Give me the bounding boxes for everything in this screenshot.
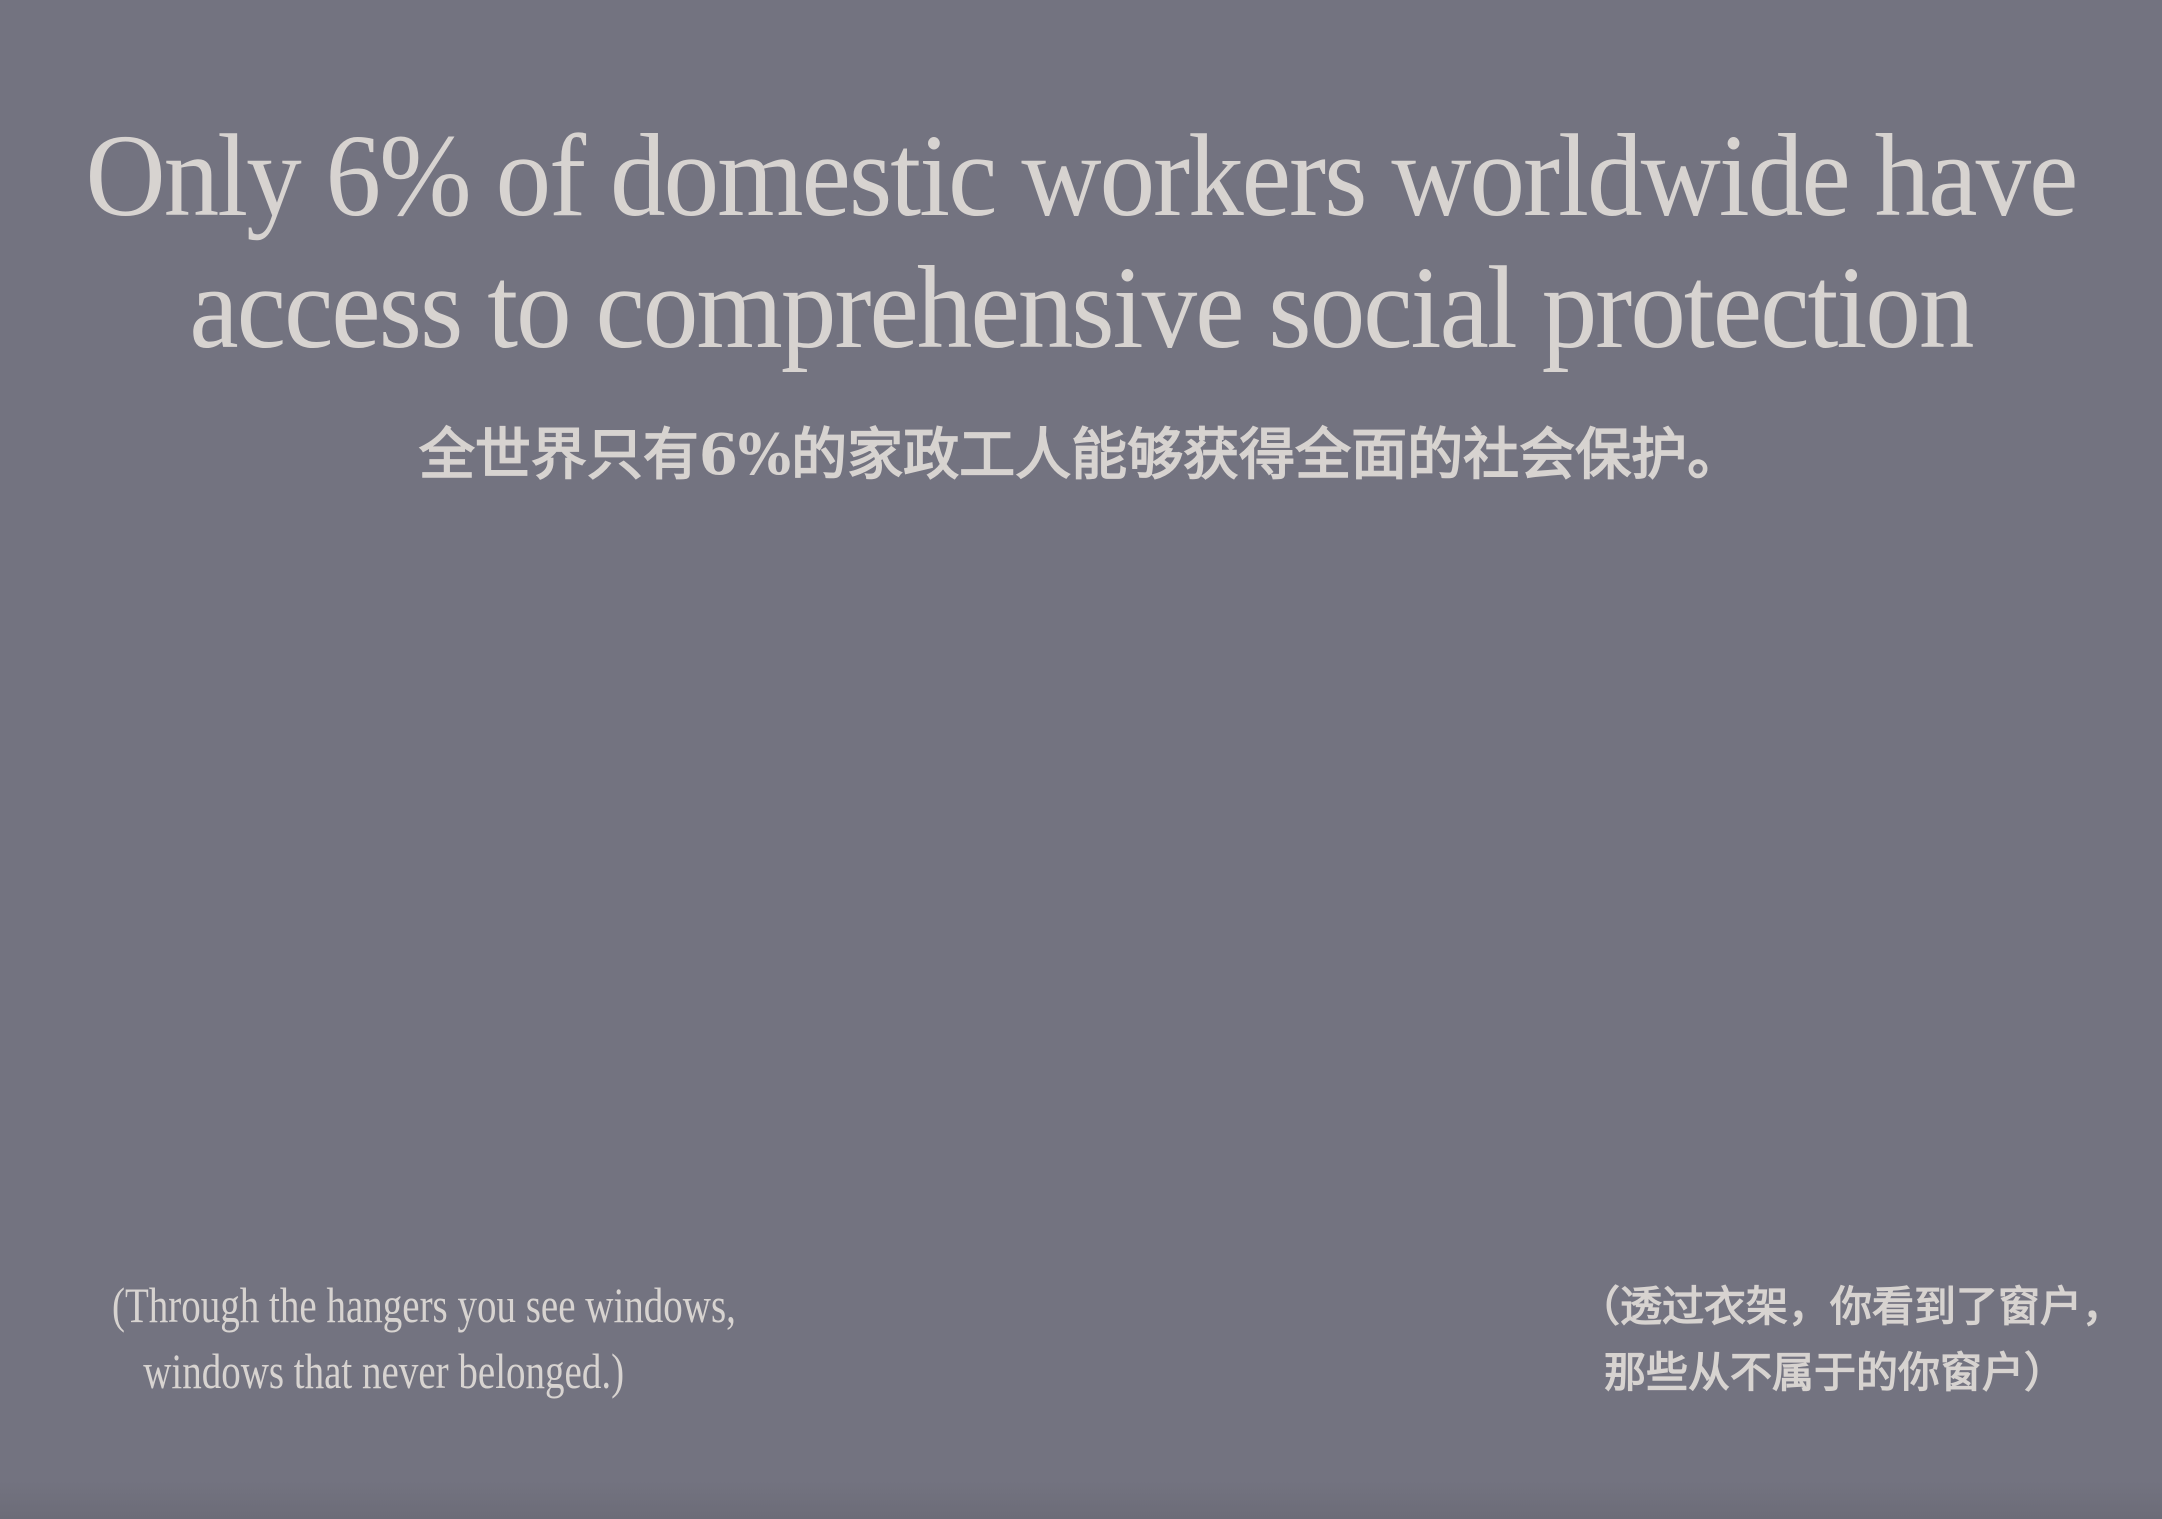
english-caption-line-1: (Through the hangers you see windows, xyxy=(112,1277,736,1333)
chinese-subtitle: 全世界只有6%的家政工人能够获得全面的社会保护。 xyxy=(418,422,1744,488)
chinese-caption-line-2: 那些从不属于的你窗户） xyxy=(1604,1348,2067,1397)
headline-line-2: access to comprehensive social protectio… xyxy=(189,242,1974,373)
headline-line-1: Only 6% of domestic workers worldwide ha… xyxy=(85,110,2078,241)
bottom-shade xyxy=(0,1481,2162,1519)
chinese-caption-line-1: （透过衣架，你看到了窗户， xyxy=(1578,1282,2125,1331)
english-caption-line-2: windows that never belonged.) xyxy=(143,1343,625,1399)
headline: Only 6% of domestic workers worldwide ha… xyxy=(65,110,2097,374)
english-caption: (Through the hangers you see windows, wi… xyxy=(112,1272,736,1404)
chinese-caption: （透过衣架，你看到了窗户， 那些从不属于的你窗户） xyxy=(1578,1274,2125,1406)
